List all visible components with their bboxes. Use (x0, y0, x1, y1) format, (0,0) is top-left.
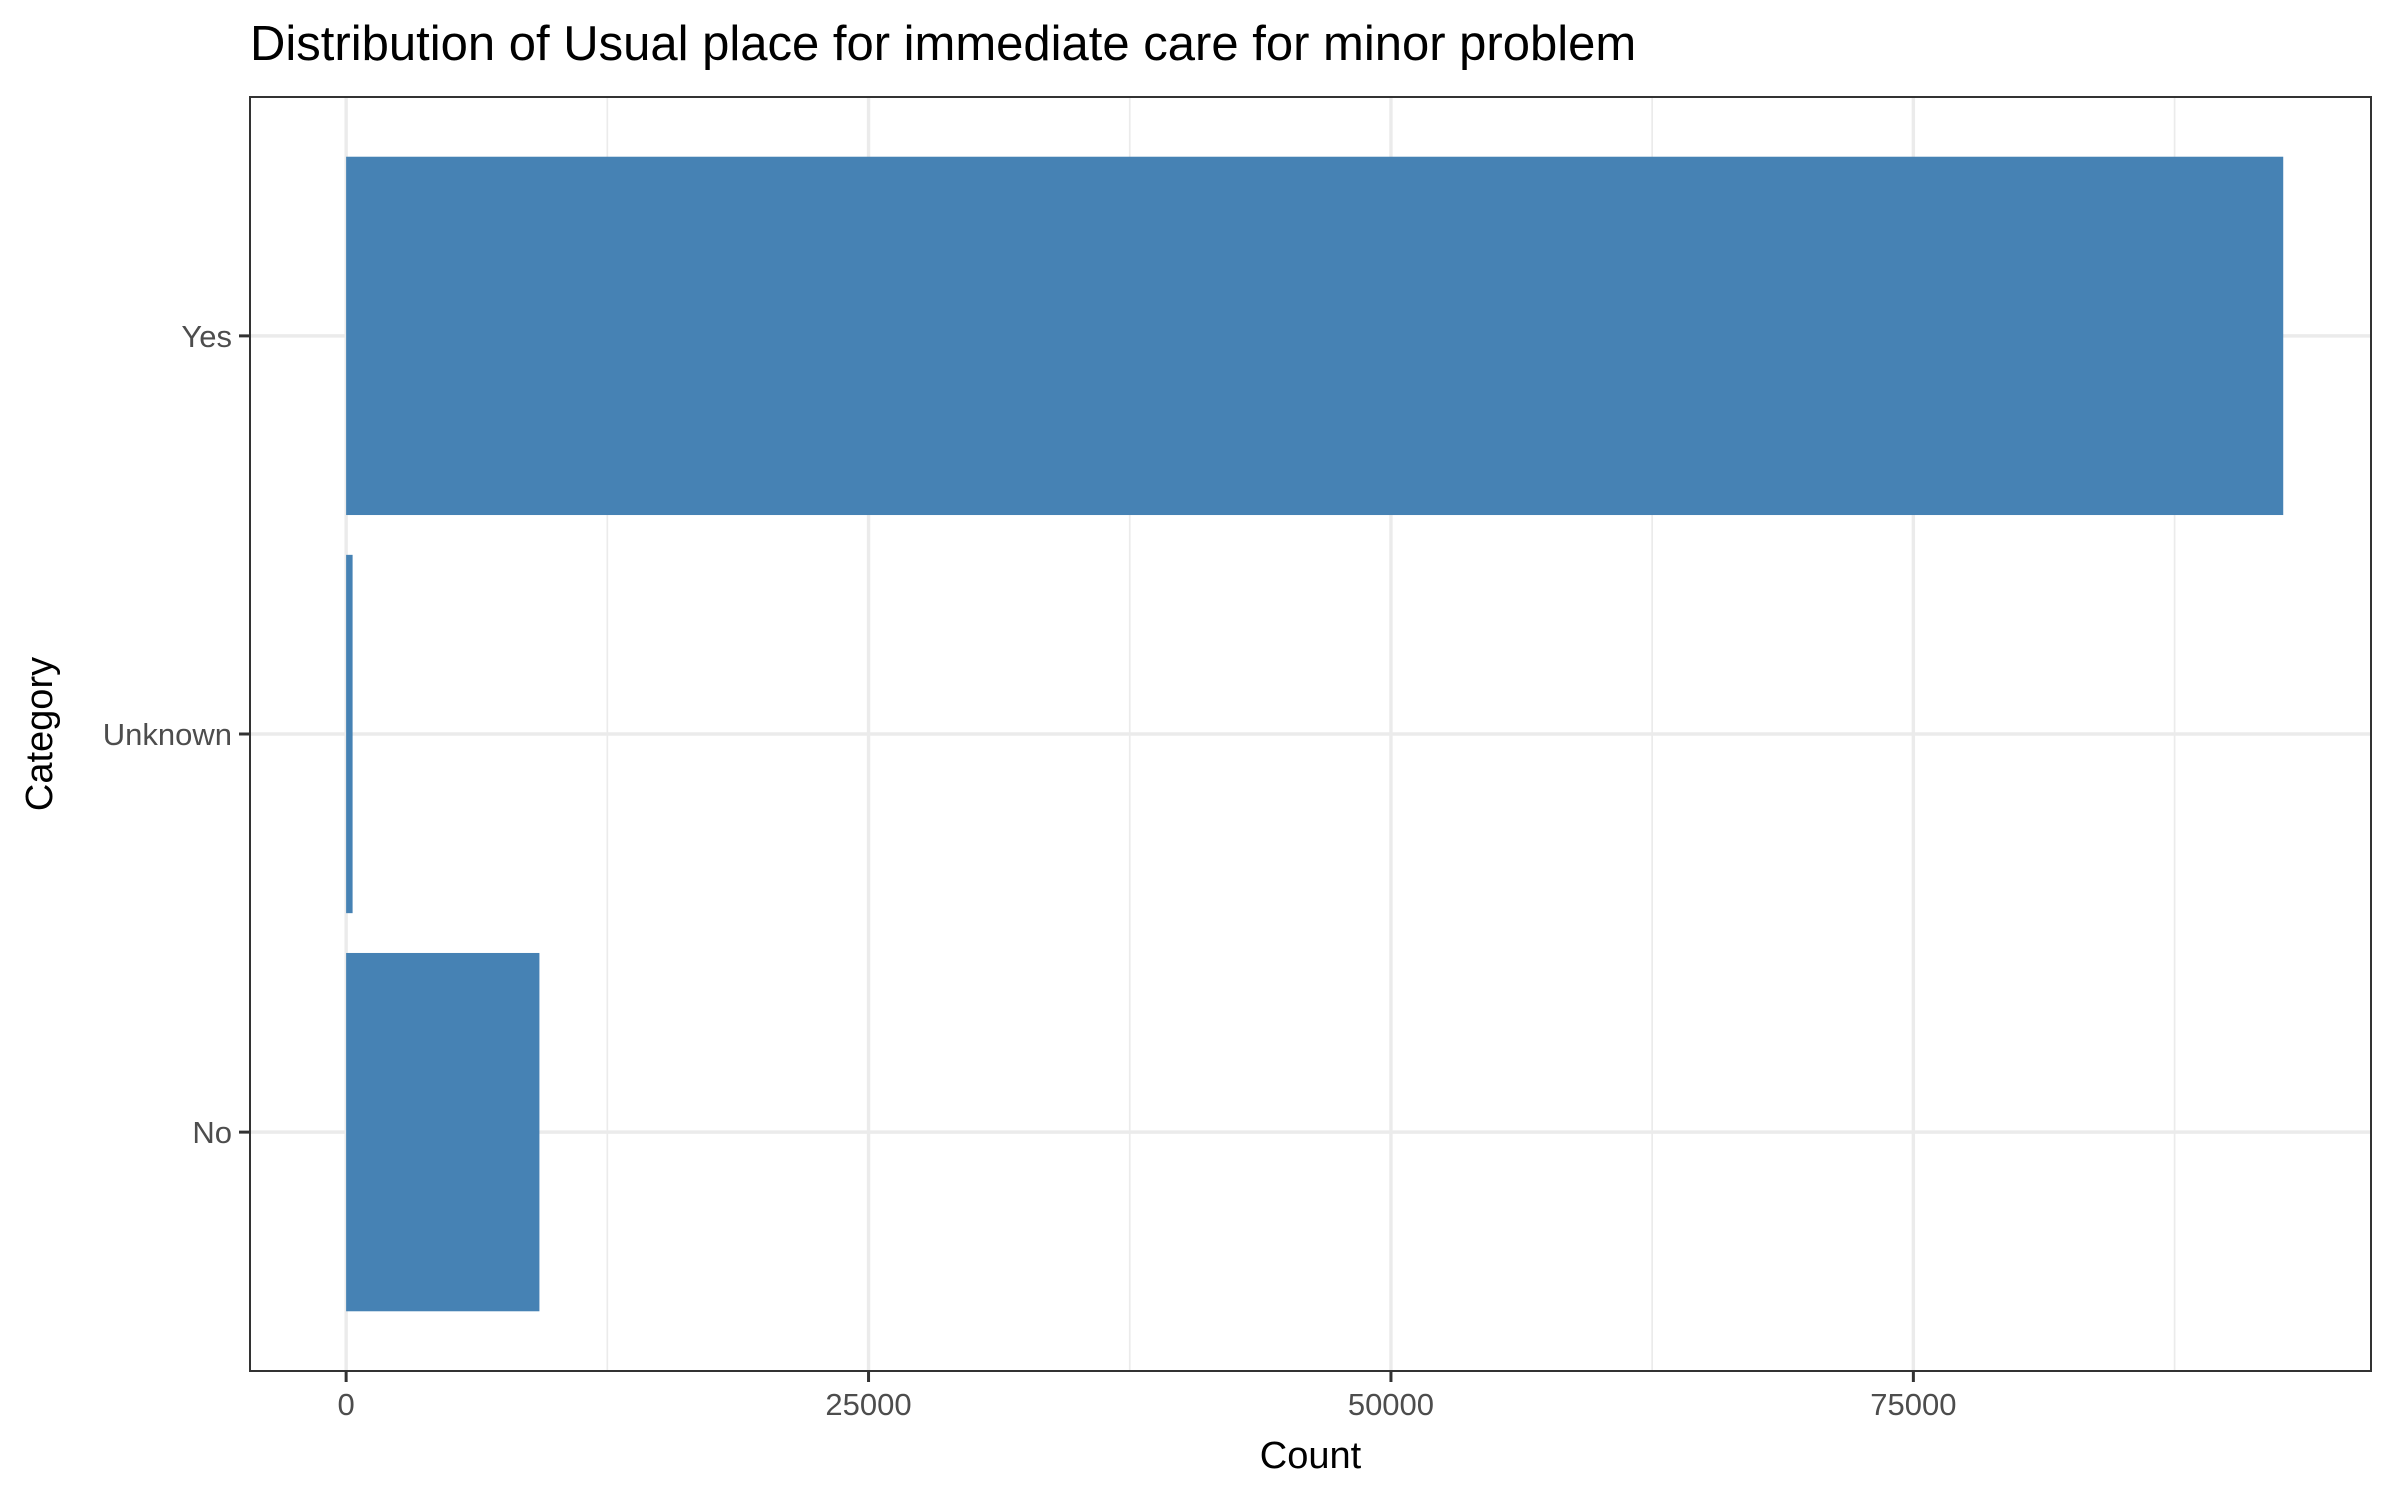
bar-no (346, 952, 540, 1312)
x-tick-label: 0 (337, 1387, 354, 1422)
chart-title: Distribution of Usual place for immediat… (250, 17, 1636, 71)
y-tick-label: Unknown (103, 717, 232, 752)
axis-ticks: 0 25000 50000 75000 No Unknown Yes (103, 319, 1957, 1422)
bars (346, 156, 2284, 1312)
x-axis-title: Count (1260, 1435, 1362, 1477)
y-tick-label: Yes (181, 319, 232, 354)
x-tick-label: 50000 (1348, 1387, 1434, 1422)
y-tick-label: No (192, 1115, 232, 1150)
x-tick-label: 75000 (1870, 1387, 1956, 1422)
bar-unknown (346, 554, 353, 914)
bar-yes (346, 156, 2284, 516)
x-tick-label: 25000 (825, 1387, 911, 1422)
y-axis-title: Category (19, 657, 61, 811)
